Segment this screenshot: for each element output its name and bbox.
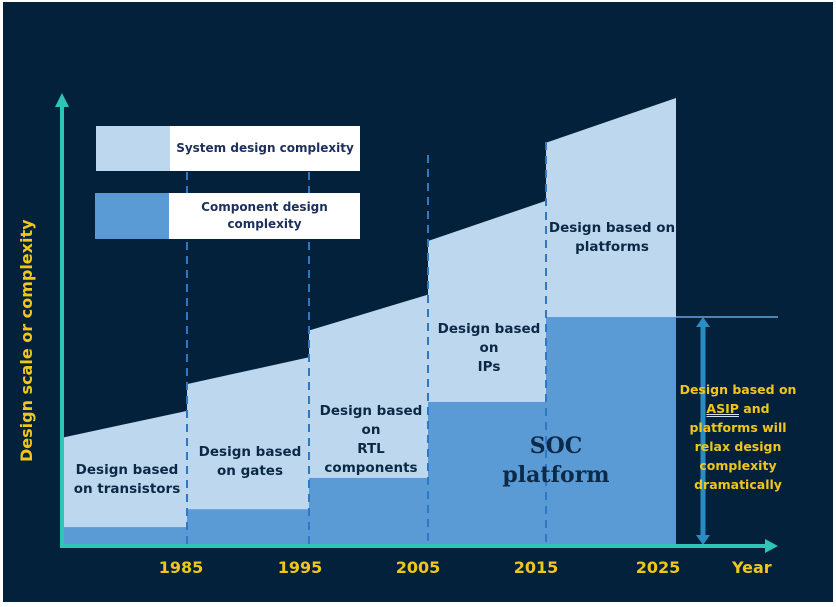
soc-platform-label: SOC platform	[502, 433, 610, 488]
segment-label-platforms: Design based on platforms	[548, 220, 676, 255]
annotation-asip: ASIP	[706, 401, 739, 416]
annotation-text-before: Design based on	[679, 382, 797, 397]
x-axis-arrowhead	[765, 539, 778, 553]
y-axis-title: Design scale or complexity	[17, 219, 36, 462]
legend-component: Component design complexity	[95, 193, 360, 239]
component-area-0	[62, 527, 187, 545]
double-arrow-head-down	[696, 535, 710, 545]
legend-system: System design complexity	[96, 126, 360, 171]
system-area-1	[187, 357, 309, 545]
double-arrow-head-up	[696, 317, 710, 328]
legend-label-component: Component design complexity	[201, 200, 328, 231]
diagram-frame: Design scale or complexity Year System d…	[3, 2, 833, 602]
x-tick-2015: 2015	[513, 558, 559, 577]
segment-label-transistors: Design based on transistors	[73, 462, 181, 497]
annotation-text-after: and platforms will relax design complexi…	[689, 401, 787, 492]
component-area-3	[428, 401, 546, 545]
x-tick-2005: 2005	[395, 558, 441, 577]
complexity-chart	[55, 93, 778, 553]
segment-label-ips: Design based on IPs	[437, 321, 541, 375]
x-tick-1985: 1985	[158, 558, 204, 577]
legend-swatch-system	[96, 126, 170, 171]
segment-label-gates: Design based on gates	[198, 444, 302, 479]
asip-annotation: Design based on ASIP and platforms will …	[671, 380, 805, 494]
component-area-2	[309, 477, 428, 545]
x-tick-2025: 2025	[635, 558, 681, 577]
x-axis-title: Year	[732, 558, 772, 577]
system-area-0	[62, 410, 187, 545]
component-area-4	[546, 317, 676, 545]
x-tick-1995: 1995	[277, 558, 323, 577]
segment-label-rtl: Design based on RTL components	[319, 403, 423, 476]
y-axis-arrowhead	[55, 93, 69, 107]
legend-swatch-component	[95, 193, 169, 239]
legend-label-system: System design complexity	[176, 141, 354, 155]
component-area-1	[187, 509, 309, 545]
